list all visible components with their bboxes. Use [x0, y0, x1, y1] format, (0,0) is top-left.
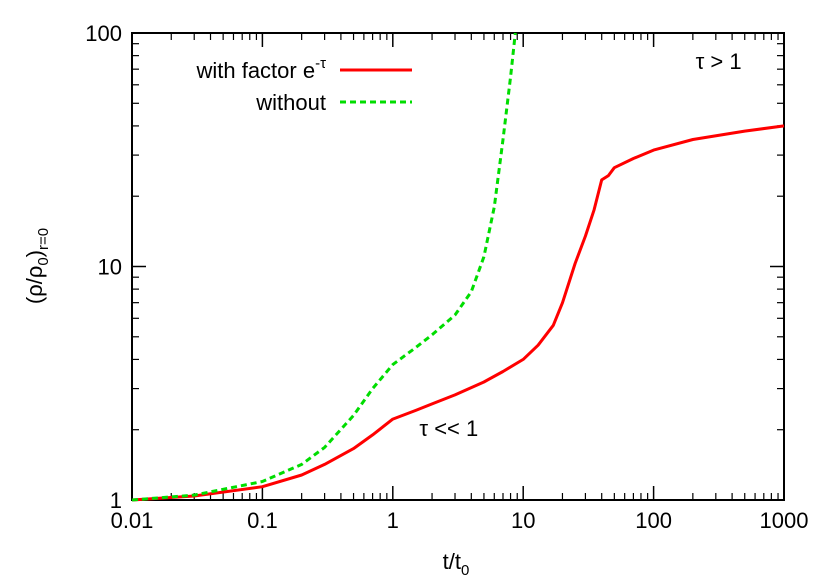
x-tick-label: 1000 — [760, 508, 809, 533]
tick-labels: 0.01 0.1 1 10 100 1000 1 10 100 — [85, 21, 808, 533]
y-tick-label: 1 — [110, 488, 122, 513]
x-tick-label: 0.01 — [111, 508, 154, 533]
axis-ticks — [131, 32, 785, 501]
legend: with factor e-τ without — [195, 55, 412, 115]
series-group — [131, 32, 785, 502]
x-tick-label: 100 — [635, 508, 672, 533]
y-axis-label: (ρ/ρ0)r=0 — [22, 228, 52, 304]
series-line-without — [131, 32, 517, 502]
annotation-tau-small: τ << 1 — [419, 416, 478, 441]
x-tick-label: 0.1 — [247, 508, 278, 533]
series-line-with-factor — [131, 124, 785, 502]
x-tick-label: 1 — [387, 508, 399, 533]
y-tick-label: 10 — [98, 255, 122, 280]
legend-label-without: without — [255, 90, 326, 115]
x-tick-label: 10 — [511, 508, 535, 533]
x-axis-label: t/t0 — [443, 549, 470, 579]
y-tick-label: 100 — [85, 21, 122, 46]
legend-label-with-factor: with factor e-τ — [195, 55, 326, 83]
annotation-tau-large: τ > 1 — [696, 49, 742, 74]
